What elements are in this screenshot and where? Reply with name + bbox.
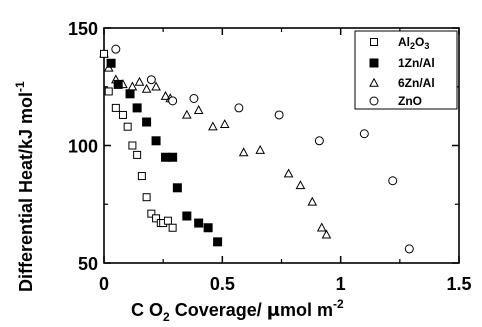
legend-label: 6Zn/Al xyxy=(398,76,435,90)
point-square-filled xyxy=(113,79,123,89)
point-triangle-open xyxy=(127,81,138,91)
point-square-open xyxy=(168,223,177,232)
point-square-filled xyxy=(182,211,192,221)
data-points xyxy=(99,44,414,254)
point-square-open xyxy=(147,209,156,218)
legend-label: Al2O3 xyxy=(398,35,429,51)
legend-marker-circle-open xyxy=(369,96,379,106)
point-circle-open xyxy=(146,75,156,85)
point-triangle-open xyxy=(134,76,145,86)
legend-marker-triangle-open xyxy=(369,77,379,87)
point-triangle-open xyxy=(295,180,306,190)
point-square-open xyxy=(163,216,172,225)
x-tick-label: 1 xyxy=(336,274,346,294)
y-tick-label: 150 xyxy=(68,19,98,39)
point-triangle-open xyxy=(160,90,171,100)
point-circle-open xyxy=(359,129,369,139)
point-triangle-open xyxy=(321,229,332,239)
point-triangle-open xyxy=(219,119,230,129)
point-triangle-open xyxy=(208,121,218,131)
point-square-filled xyxy=(106,58,116,68)
point-square-filled xyxy=(142,117,152,127)
point-square-open xyxy=(104,87,113,96)
point-triangle-open xyxy=(151,81,161,91)
point-triangle-open xyxy=(141,83,152,93)
point-square-open xyxy=(128,141,137,150)
point-circle-open xyxy=(274,110,284,120)
legend-label: ZnO xyxy=(398,94,422,108)
point-square-filled xyxy=(172,183,182,193)
point-triangle-open xyxy=(307,196,318,206)
point-square-filled xyxy=(125,89,135,99)
legend: Al2O3 1Zn/Al 6Zn/Al ZnO xyxy=(354,30,458,110)
point-circle-open xyxy=(168,96,178,106)
point-circle-open xyxy=(314,136,324,146)
point-square-open xyxy=(133,150,142,159)
point-square-open xyxy=(118,110,127,119)
axis-ticks xyxy=(103,27,460,264)
point-square-open xyxy=(152,214,161,223)
point-triangle-open xyxy=(181,109,192,119)
point-circle-open xyxy=(404,244,414,254)
legend-label: 1Zn/Al xyxy=(398,56,435,70)
point-triangle-open xyxy=(283,168,294,178)
tick-labels: 0 0.5 1 1.5 50 100 150 xyxy=(68,19,472,294)
point-triangle-open xyxy=(255,144,266,154)
x-tick-label: 1.5 xyxy=(446,274,471,294)
point-square-filled xyxy=(132,103,142,113)
point-square-filled xyxy=(203,223,213,233)
y-axis-title: Differential Heat/kJ mol-1 xyxy=(13,81,36,292)
point-triangle-open xyxy=(316,222,327,232)
point-triangle-open xyxy=(193,104,204,114)
point-square-open xyxy=(100,49,108,58)
x-axis-title: C O2 Coverage/ μmol m-2 xyxy=(131,297,344,324)
point-square-open xyxy=(142,193,151,202)
point-square-filled xyxy=(213,237,223,247)
legend-marker-square-open xyxy=(370,38,378,46)
point-circle-open xyxy=(189,94,199,103)
point-square-filled xyxy=(151,136,161,146)
point-square-open xyxy=(111,103,120,112)
point-square-open xyxy=(123,122,132,131)
point-circle-open xyxy=(111,44,121,54)
point-circle-open xyxy=(388,176,398,186)
point-circle-open xyxy=(234,103,244,113)
y-tick-label: 100 xyxy=(68,137,98,157)
point-square-filled xyxy=(168,152,178,162)
point-triangle-open xyxy=(238,147,249,157)
x-tick-label: 0.5 xyxy=(210,274,235,294)
y-tick-label: 50 xyxy=(78,254,98,274)
point-square-filled xyxy=(194,218,204,228)
legend-marker-square-filled xyxy=(369,58,379,68)
x-tick-label: 0 xyxy=(99,274,109,294)
point-square-open xyxy=(137,172,146,181)
